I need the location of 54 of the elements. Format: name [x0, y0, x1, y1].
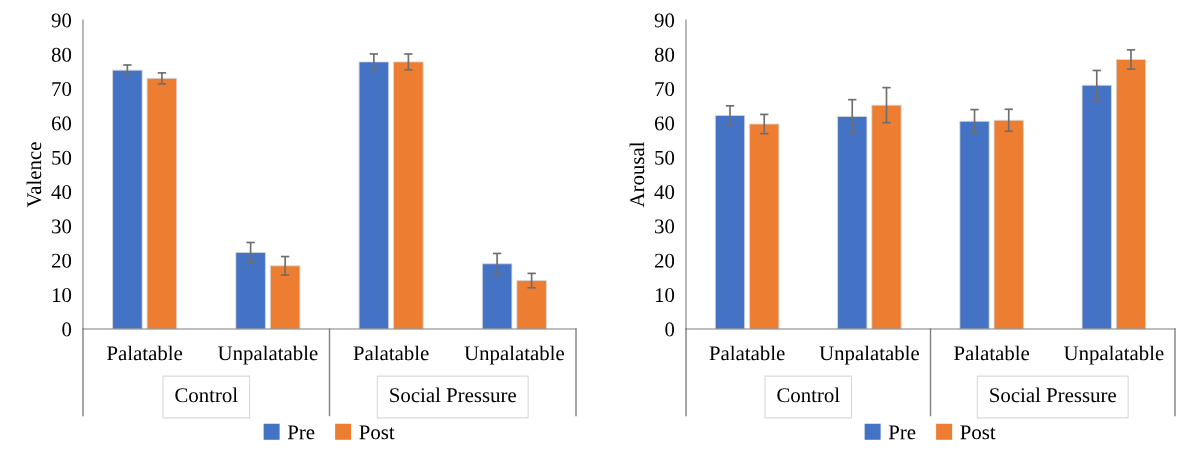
y-tick-label: 30 [655, 219, 675, 234]
y-tick-label: 70 [655, 82, 675, 97]
y-tick-label: 0 [62, 322, 72, 337]
x-tick-label: Palatable [709, 345, 785, 361]
x-tick-label: Unpalatable [217, 345, 318, 365]
legend-label: Pre [888, 425, 916, 440]
bar [871, 104, 902, 329]
bar [269, 265, 301, 329]
bar [481, 263, 513, 329]
bar [146, 77, 178, 329]
bar [393, 61, 424, 329]
bar [959, 120, 990, 329]
x-tick-label: Unpalatable [819, 345, 919, 365]
bar [993, 119, 1024, 329]
y-tick-label: 90 [654, 13, 675, 28]
text: Social Pressure [390, 387, 516, 403]
legend-label: Post [359, 425, 395, 440]
x-tick-label: Palatable [107, 345, 183, 361]
text: Control [175, 387, 238, 403]
y-tick-label: 50 [52, 150, 72, 165]
legend-label: Pre [287, 425, 315, 440]
bar [1115, 59, 1147, 329]
x-tick-label: Unpalatable [464, 345, 564, 365]
y-tick-label: 40 [51, 185, 72, 200]
y-tick-label: 60 [51, 116, 72, 131]
y-tick-label: 30 [52, 219, 72, 234]
y-tick-label: 80 [51, 47, 72, 62]
y-tick-label: 40 [654, 185, 675, 200]
y-tick-label: 60 [654, 116, 675, 131]
x-tick-label: Palatable [954, 345, 1030, 361]
bar [358, 61, 390, 329]
y-tick-label: 20 [51, 253, 72, 268]
text: Control [777, 387, 840, 403]
y-tick-label: 50 [655, 150, 675, 165]
y-tick-label: 20 [654, 253, 675, 268]
bar [1081, 84, 1112, 329]
bar [837, 116, 868, 329]
y-tick-label: 90 [51, 13, 72, 28]
y-tick-label: 70 [52, 82, 72, 97]
bar [749, 123, 780, 329]
y-tick-label: 80 [654, 47, 675, 62]
bar [112, 69, 143, 329]
y-tick-label: 0 [665, 322, 675, 337]
bar [714, 115, 746, 329]
legend-label: Post [960, 425, 996, 440]
bar [516, 280, 547, 329]
y-tick-label: 10 [52, 288, 72, 303]
y-axis-title: Arousal [629, 141, 645, 208]
x-tick-label: Palatable [353, 345, 429, 361]
bar [235, 252, 266, 329]
x-tick-label: Unpalatable [1063, 345, 1164, 365]
y-tick-label: 10 [655, 288, 675, 303]
y-axis-title: Valence [26, 142, 42, 208]
text: Social Pressure [990, 387, 1116, 403]
